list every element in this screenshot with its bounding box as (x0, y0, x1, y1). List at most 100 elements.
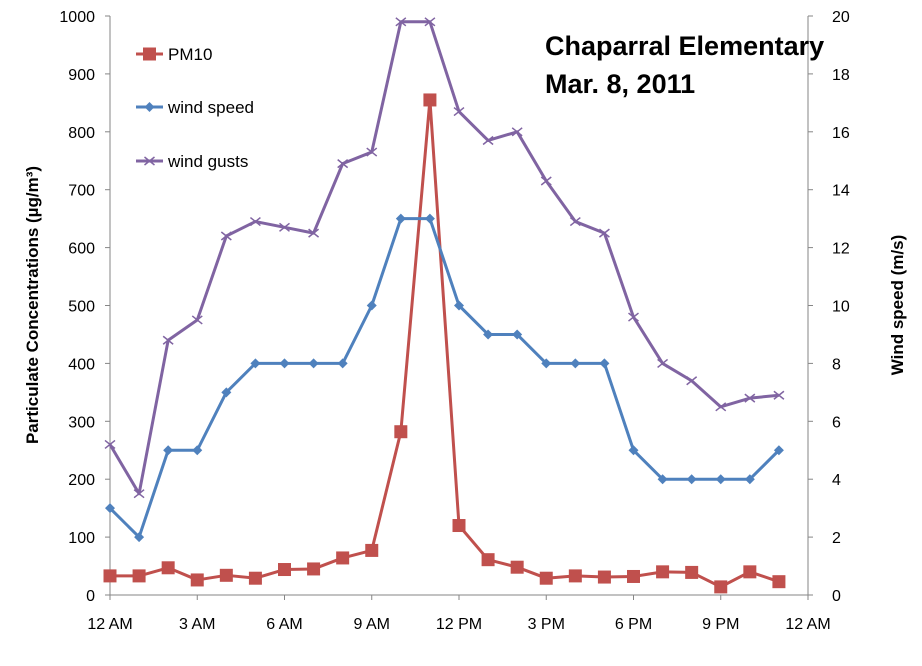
data-point-wind-speed (483, 329, 494, 340)
series-wind-gusts (104, 17, 785, 499)
data-point-pm10 (103, 569, 117, 583)
chart-title-line-2: Mar. 8, 2011 (545, 69, 695, 99)
data-point-wind-speed (628, 445, 639, 456)
data-point-wind-gusts (249, 216, 261, 227)
series-line-wind-gusts (108, 20, 780, 496)
data-point-pm10 (190, 573, 204, 587)
data-point-pm10 (219, 568, 233, 582)
legend-label-wind-gusts: wind gusts (167, 152, 248, 171)
x-tick-label: 9 PM (702, 616, 739, 633)
y-left-tick-label: 1000 (59, 9, 95, 26)
data-point-wind-gusts (540, 176, 552, 186)
legend-label-pm10: PM10 (168, 45, 212, 64)
series-line-wind-speed (108, 217, 780, 539)
data-point-pm10 (365, 543, 379, 557)
data-point-wind-speed (395, 213, 406, 224)
data-point-pm10 (307, 562, 321, 576)
x-tick-label: 6 AM (266, 616, 302, 633)
data-point-pm10 (161, 561, 175, 575)
data-point-wind-speed (424, 213, 435, 224)
y-right-tick-label: 14 (832, 183, 850, 200)
data-point-wind-gusts (191, 315, 203, 325)
data-point-pm10 (423, 93, 437, 107)
data-point-wind-speed (657, 474, 668, 485)
data-point-pm10 (278, 563, 291, 577)
data-point-wind-gusts (744, 393, 756, 403)
legend-label-wind-speed: wind speed (167, 98, 254, 117)
data-point-wind-gusts (511, 127, 523, 137)
y-right-tick-label: 6 (832, 414, 841, 431)
data-point-wind-gusts (453, 106, 465, 117)
data-point-wind-gusts (598, 228, 610, 238)
data-point-pm10 (597, 570, 611, 584)
y-right-tick-label: 16 (832, 125, 850, 142)
data-point-pm10 (743, 565, 757, 579)
data-point-wind-speed (686, 474, 697, 485)
y-left-tick-label: 900 (68, 67, 95, 84)
data-point-wind-gusts (162, 335, 174, 345)
y-right-tick-label: 2 (832, 530, 841, 547)
y-left-tick-label: 600 (68, 241, 95, 258)
data-point-wind-speed (250, 358, 261, 369)
data-point-pm10 (714, 580, 728, 594)
data-point-wind-gusts (220, 231, 232, 241)
legend-marker-wind-gusts (144, 156, 155, 166)
y-left-tick-label: 400 (68, 356, 95, 373)
y-left-tick-label: 300 (68, 414, 95, 431)
x-tick-label: 6 PM (615, 616, 652, 633)
legend-entry-wind-speed: wind speed (136, 98, 254, 117)
data-point-wind-speed (134, 532, 145, 543)
data-point-wind-gusts (628, 312, 639, 322)
x-tick-label: 12 AM (785, 616, 830, 633)
y-left-tick-label: 0 (86, 588, 95, 605)
y-right-tick-label: 18 (832, 67, 850, 84)
data-point-pm10 (627, 569, 640, 583)
legend-marker-wind-speed (144, 102, 155, 112)
data-point-pm10 (685, 565, 699, 579)
legend-entry-pm10: PM10 (136, 45, 212, 64)
data-point-wind-gusts (366, 147, 378, 157)
data-point-wind-gusts (686, 376, 698, 386)
data-point-wind-speed (221, 387, 232, 398)
chart-title-line-1: Chaparral Elementary (545, 31, 824, 61)
data-point-wind-gusts (395, 17, 407, 27)
data-point-pm10 (539, 571, 553, 585)
series-pm10 (103, 93, 786, 594)
y-right-tick-label: 20 (832, 9, 850, 26)
y-left-tick-label: 700 (68, 183, 95, 200)
y-left-tick-label: 500 (68, 299, 95, 316)
y-left-tick-label: 200 (68, 472, 95, 489)
data-point-wind-speed (366, 300, 377, 311)
data-point-wind-gusts (424, 17, 436, 27)
data-point-wind-gusts (569, 216, 581, 227)
y-left-tick-label: 800 (68, 125, 95, 142)
data-point-wind-gusts (279, 222, 290, 232)
data-point-pm10 (772, 575, 786, 589)
data-point-pm10 (510, 560, 524, 574)
data-point-wind-speed (541, 358, 552, 369)
data-point-wind-gusts (657, 358, 669, 368)
y-axis-right-title: Wind speed (m/s) (888, 235, 907, 376)
data-point-wind-speed (570, 358, 581, 369)
data-point-wind-speed (337, 358, 348, 369)
data-point-wind-speed (773, 445, 784, 456)
y-right-tick-label: 10 (832, 299, 850, 316)
data-point-pm10 (568, 569, 582, 583)
x-tick-label: 3 AM (179, 616, 215, 633)
legend-marker-pm10 (143, 47, 156, 61)
y-axis-left-title: Particulate Concentrations (µg/m³) (23, 166, 42, 444)
data-point-wind-gusts (482, 135, 494, 146)
data-point-wind-speed (715, 474, 726, 485)
data-point-wind-speed (512, 329, 523, 340)
x-tick-label: 12 AM (87, 616, 132, 633)
data-point-pm10 (132, 569, 146, 583)
data-point-wind-gusts (133, 489, 145, 499)
data-point-pm10 (656, 565, 670, 579)
x-tick-label: 3 PM (528, 616, 565, 633)
legend-entry-wind-gusts: wind gusts (136, 152, 248, 171)
data-point-wind-speed (105, 503, 115, 514)
data-point-wind-gusts (773, 390, 785, 400)
data-point-pm10 (452, 519, 466, 533)
